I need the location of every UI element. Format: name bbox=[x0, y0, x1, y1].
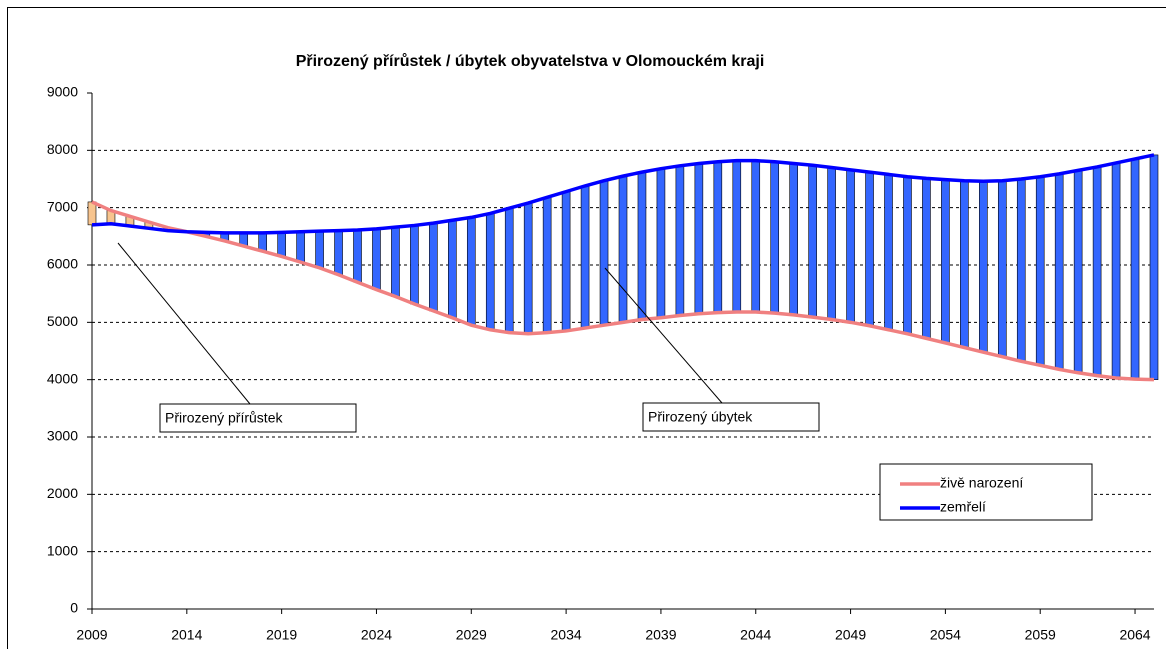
y-tick-label: 9000 bbox=[47, 84, 78, 100]
up-down-bar bbox=[1149, 154, 1159, 380]
x-tick-label: 2064 bbox=[1119, 627, 1150, 643]
up-down-bar bbox=[884, 174, 893, 331]
up-down-bar bbox=[1073, 170, 1083, 374]
up-down-bar bbox=[846, 169, 855, 323]
up-down-bar bbox=[448, 219, 457, 319]
y-tick-label: 4000 bbox=[47, 370, 78, 386]
up-down-bar bbox=[694, 163, 704, 315]
annotation-leader bbox=[117, 242, 251, 405]
annotation-box bbox=[642, 402, 820, 432]
legend-box bbox=[879, 463, 1093, 521]
x-tick-label: 2009 bbox=[76, 627, 107, 643]
up-down-bar bbox=[903, 176, 912, 335]
up-down-bar bbox=[827, 167, 836, 320]
y-tick-label: 7000 bbox=[47, 198, 78, 214]
y-tick-label: 2000 bbox=[47, 485, 78, 501]
up-down-bar bbox=[1054, 173, 1064, 370]
up-down-bar bbox=[732, 160, 742, 313]
up-down-bar bbox=[1016, 178, 1026, 362]
y-tick-label: 0 bbox=[70, 600, 78, 616]
legend-label: zemřelí bbox=[940, 499, 986, 515]
up-down-bar bbox=[789, 163, 798, 316]
x-tick-label: 2044 bbox=[740, 627, 771, 643]
up-down-bar bbox=[656, 168, 666, 319]
series-line bbox=[91, 153, 1155, 235]
annotation-box bbox=[159, 403, 357, 433]
up-down-bar bbox=[675, 165, 685, 316]
up-down-bar bbox=[485, 213, 495, 331]
x-tick-label: 2024 bbox=[361, 627, 392, 643]
x-tick-label: 2034 bbox=[551, 627, 582, 643]
up-down-bar bbox=[751, 160, 761, 313]
x-tick-label: 2014 bbox=[171, 627, 202, 643]
chart-title: Přirozený přírůstek / úbytek obyvatelstv… bbox=[296, 53, 765, 70]
up-down-bar bbox=[941, 179, 950, 344]
up-down-bar bbox=[353, 229, 362, 283]
up-down-bar bbox=[808, 164, 817, 318]
up-down-bar bbox=[979, 180, 988, 353]
up-down-bar bbox=[1035, 176, 1045, 366]
up-down-bar bbox=[922, 178, 931, 339]
up-down-bar bbox=[1130, 158, 1140, 380]
y-tick-label: 8000 bbox=[47, 141, 78, 157]
up-down-bar bbox=[599, 180, 609, 326]
annotation-text: Přirozený úbytek bbox=[648, 409, 753, 425]
x-tick-label: 2029 bbox=[456, 627, 487, 643]
up-down-bar bbox=[87, 201, 97, 226]
up-down-bar bbox=[277, 232, 286, 257]
up-down-bar bbox=[466, 217, 476, 326]
up-down-bar bbox=[334, 230, 343, 276]
up-down-bar bbox=[372, 228, 381, 290]
legend-label: živě narození bbox=[940, 475, 1023, 491]
up-down-bar bbox=[713, 161, 723, 313]
up-down-bar bbox=[523, 202, 533, 335]
up-down-bar bbox=[315, 230, 324, 269]
up-down-bar bbox=[580, 185, 590, 329]
y-tick-label: 1000 bbox=[47, 542, 78, 558]
up-down-bar bbox=[504, 207, 514, 333]
annotation-text: Přirozený přírůstek bbox=[165, 410, 283, 426]
y-tick-label: 3000 bbox=[47, 428, 78, 444]
up-down-bar bbox=[391, 226, 400, 297]
up-down-bar bbox=[960, 180, 969, 348]
up-down-bar bbox=[1092, 166, 1102, 376]
x-tick-label: 2059 bbox=[1025, 627, 1056, 643]
up-down-bar bbox=[410, 225, 419, 305]
up-down-bar bbox=[542, 197, 552, 333]
up-down-bar bbox=[770, 161, 780, 314]
annotation-leader bbox=[604, 267, 723, 404]
x-tick-label: 2054 bbox=[930, 627, 961, 643]
up-down-bar bbox=[865, 171, 874, 327]
y-tick-label: 5000 bbox=[47, 313, 78, 329]
up-down-bar bbox=[637, 171, 647, 320]
up-down-bar bbox=[561, 191, 571, 332]
up-down-bar bbox=[429, 222, 438, 312]
series-line bbox=[91, 200, 1155, 382]
up-down-bar bbox=[618, 175, 628, 323]
up-down-bar bbox=[1111, 162, 1121, 379]
up-down-bar bbox=[296, 231, 305, 263]
y-tick-label: 6000 bbox=[47, 256, 78, 272]
x-tick-label: 2039 bbox=[645, 627, 676, 643]
up-down-bar bbox=[997, 180, 1007, 358]
x-tick-label: 2019 bbox=[266, 627, 297, 643]
up-down-bar bbox=[258, 232, 267, 252]
x-tick-label: 2049 bbox=[835, 627, 866, 643]
